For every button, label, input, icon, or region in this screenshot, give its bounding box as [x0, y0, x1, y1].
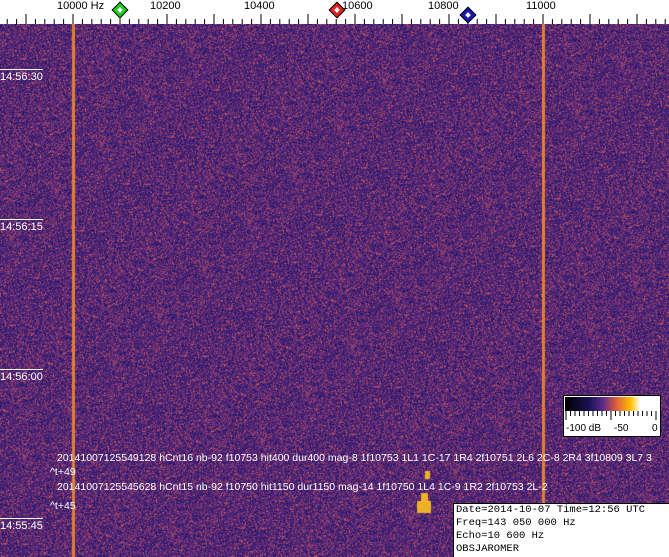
legend-label-min: -100 dB — [566, 423, 602, 434]
info-observer: OBSJAROMER — [456, 543, 520, 555]
color-scale-legend: -100 dB -50 0 — [563, 395, 661, 437]
freq-label-10600: 10600 — [342, 0, 373, 12]
info-echo: Echo=10 600 Hz — [456, 530, 545, 542]
freq-label-10000: 10000 Hz — [57, 0, 105, 12]
detection-tag-1: ^t+49 — [50, 466, 76, 478]
freq-label-10400: 10400 — [244, 0, 275, 12]
frequency-ticks — [6, 14, 666, 24]
freq-label-10800: 10800 — [428, 0, 459, 12]
freq-label-11000: 11000 — [526, 0, 556, 12]
info-frequency: Freq=143 050 000 Hz — [456, 517, 576, 529]
info-box: Date=2014-10-07 Time=12:56 UTC Freq=143 … — [453, 503, 669, 557]
time-label-145545: 14:55:45 — [0, 518, 43, 532]
color-gradient-bar — [565, 397, 659, 411]
legend-label-mid: -50 — [614, 423, 629, 434]
time-label-145630: 14:56:30 — [0, 69, 43, 83]
detection-tag-2: ^t+45 — [50, 500, 76, 512]
info-date: Date=2014-10-07 Time=12:56 UTC — [456, 504, 646, 516]
time-label-145600: 14:56:00 — [0, 369, 43, 383]
freq-label-10200: 10200 — [150, 0, 181, 12]
detection-line-2: 20141007125545628 hCnt15 nb-92 f10750 hi… — [57, 481, 548, 493]
time-label-145615: 14:56:15 — [0, 219, 43, 233]
legend-label-max: 0 — [652, 423, 658, 434]
waterfall-spectrogram[interactable] — [0, 24, 669, 557]
legend-ticks — [565, 411, 657, 420]
frequency-scale[interactable]: 10000 Hz 10200 10400 10600 10800 11000 — [0, 0, 669, 24]
detection-line-1: 20141007125549128 hCnt16 nb-92 f10753 hi… — [57, 452, 652, 464]
